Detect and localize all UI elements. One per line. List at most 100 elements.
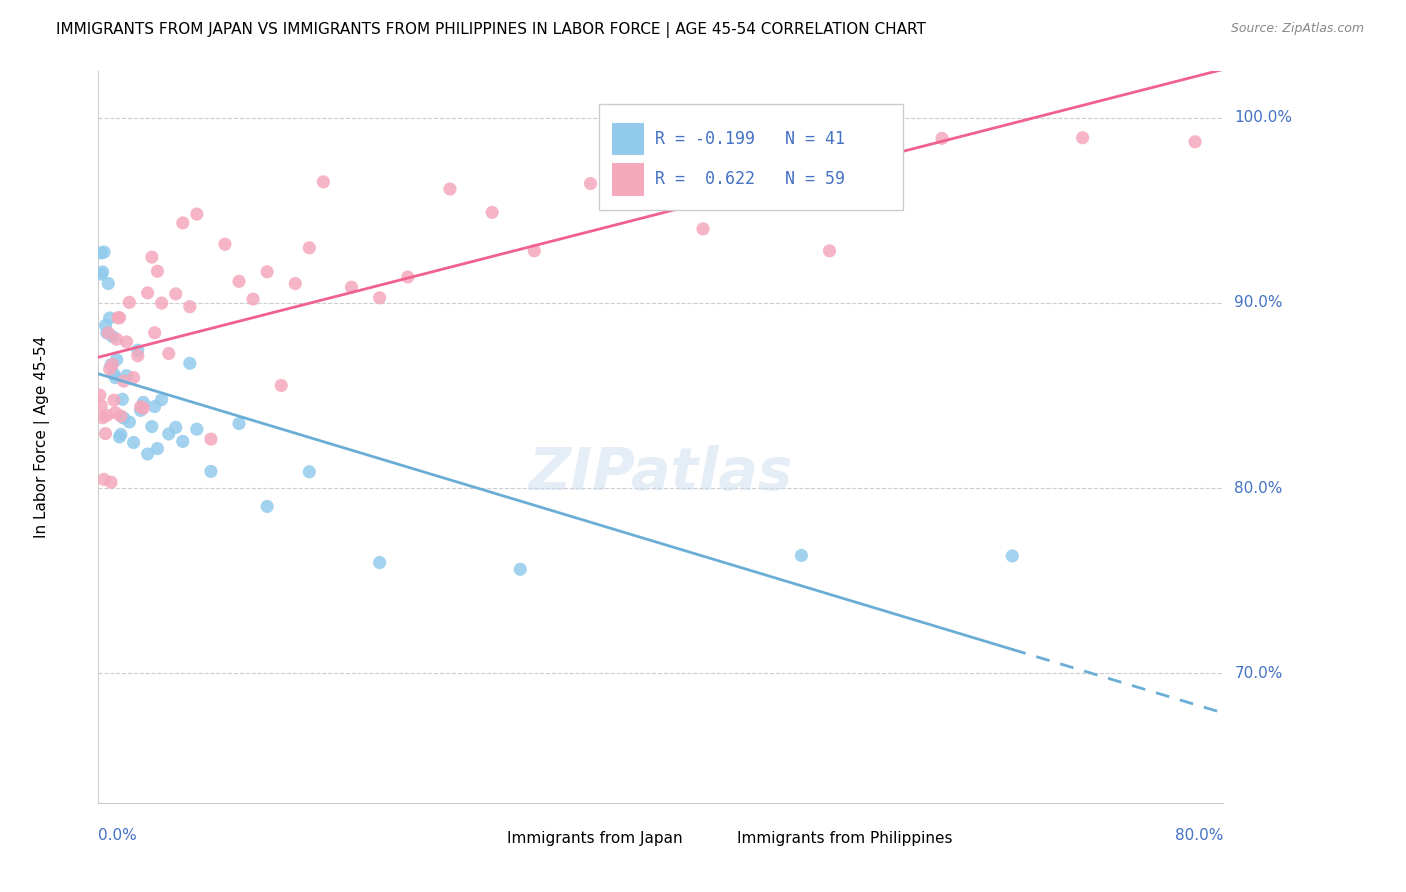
Text: 80.0%: 80.0%: [1234, 481, 1282, 495]
Point: [931, 131, 953, 145]
Point: [96, 409, 118, 423]
Point: [157, 346, 180, 360]
Point: [284, 277, 307, 291]
Point: [734, 195, 756, 210]
Point: [105, 352, 128, 367]
Point: [129, 400, 152, 414]
Point: [90, 267, 112, 281]
FancyBboxPatch shape: [599, 104, 903, 211]
Point: [340, 280, 363, 294]
Point: [96, 326, 118, 340]
Point: [136, 447, 159, 461]
Point: [107, 310, 129, 325]
Point: [118, 295, 141, 310]
Point: [98, 310, 121, 325]
Point: [650, 136, 672, 151]
Point: [200, 464, 222, 478]
Point: [110, 427, 132, 442]
Point: [89, 388, 111, 402]
Text: 0.0%: 0.0%: [98, 828, 138, 843]
Point: [127, 349, 149, 363]
Point: [93, 472, 115, 486]
Point: [105, 332, 128, 346]
Point: [172, 216, 194, 230]
Point: [146, 442, 169, 456]
Point: [94, 318, 117, 333]
Point: [97, 277, 120, 291]
Text: 80.0%: 80.0%: [1175, 828, 1223, 843]
Point: [228, 274, 250, 288]
Point: [312, 175, 335, 189]
Bar: [700, 827, 728, 850]
Text: 100.0%: 100.0%: [1234, 110, 1292, 125]
Point: [298, 241, 321, 255]
Point: [122, 370, 145, 384]
Point: [132, 401, 155, 416]
Point: [108, 310, 131, 325]
Point: [200, 432, 222, 446]
Point: [94, 426, 117, 441]
Point: [104, 370, 127, 384]
Point: [112, 374, 135, 388]
Point: [621, 190, 644, 204]
Point: [214, 237, 236, 252]
Point: [509, 562, 531, 576]
Point: [368, 291, 391, 305]
Point: [122, 435, 145, 450]
Point: [98, 362, 121, 376]
Point: [1001, 549, 1024, 563]
Point: [90, 399, 112, 413]
Text: IMMIGRANTS FROM JAPAN VS IMMIGRANTS FROM PHILIPPINES IN LABOR FORCE | AGE 45-54 : IMMIGRANTS FROM JAPAN VS IMMIGRANTS FROM…: [56, 22, 927, 38]
Point: [172, 434, 194, 449]
Point: [111, 392, 134, 407]
Point: [150, 392, 173, 407]
Point: [242, 292, 264, 306]
Point: [110, 409, 132, 423]
Point: [692, 222, 714, 236]
Point: [115, 368, 138, 383]
Point: [143, 400, 166, 414]
Point: [270, 378, 292, 392]
Point: [91, 410, 114, 425]
Point: [101, 358, 124, 372]
Point: [100, 358, 122, 372]
Point: [860, 140, 883, 154]
Text: ZIPatlas: ZIPatlas: [529, 445, 793, 502]
Bar: [613, 122, 644, 155]
Point: [93, 245, 115, 260]
Point: [186, 207, 208, 221]
Text: Immigrants from Philippines: Immigrants from Philippines: [737, 831, 953, 847]
Text: R =  0.622   N = 59: R = 0.622 N = 59: [655, 169, 845, 188]
Point: [439, 182, 461, 196]
Point: [186, 422, 208, 436]
Bar: [613, 163, 644, 195]
Point: [103, 393, 125, 408]
Point: [97, 326, 120, 340]
Point: [790, 549, 813, 563]
Point: [104, 406, 127, 420]
Point: [118, 415, 141, 429]
Point: [579, 177, 602, 191]
Point: [256, 265, 278, 279]
Point: [146, 264, 169, 278]
Point: [179, 300, 201, 314]
Text: 90.0%: 90.0%: [1234, 295, 1282, 310]
Point: [136, 285, 159, 300]
Text: Immigrants from Japan: Immigrants from Japan: [506, 831, 682, 847]
Point: [481, 205, 503, 219]
Bar: [470, 827, 498, 850]
Point: [150, 296, 173, 310]
Point: [112, 411, 135, 425]
Point: [108, 430, 131, 444]
Point: [101, 329, 124, 343]
Point: [90, 246, 112, 260]
Point: [256, 500, 278, 514]
Point: [141, 250, 163, 264]
Point: [127, 343, 149, 358]
Point: [141, 419, 163, 434]
Point: [1184, 135, 1206, 149]
Text: In Labor Force | Age 45-54: In Labor Force | Age 45-54: [34, 336, 51, 538]
Point: [298, 465, 321, 479]
Point: [396, 270, 419, 285]
Point: [1071, 130, 1094, 145]
